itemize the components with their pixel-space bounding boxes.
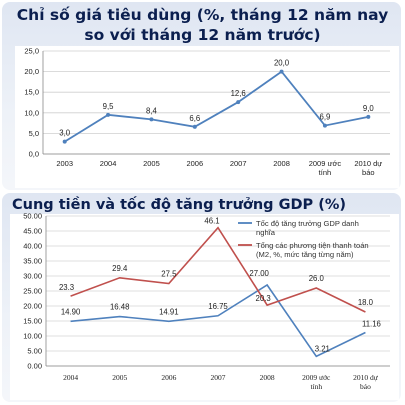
- plot-background: [15, 46, 399, 188]
- y-tick-label: 45.00: [23, 227, 42, 236]
- y-tick-label: 5.00: [27, 347, 42, 356]
- plot-background: [10, 214, 399, 400]
- data-label-1: 3.21: [315, 344, 330, 353]
- y-tick-label: 25.00: [23, 287, 42, 296]
- x-tick-label: 2010 dự báo: [354, 159, 382, 177]
- money-gdp-chart-panel: Cung tiền và tốc độ tăng trưởng GDP (%) …: [2, 193, 401, 402]
- x-tick-label: 2003: [56, 159, 73, 168]
- data-label-2: 18.0: [358, 298, 374, 307]
- x-tick-label: 2007: [211, 373, 226, 382]
- x-tick-label: 2006: [186, 159, 203, 168]
- y-tick-label: 25,0: [24, 47, 39, 56]
- y-tick-label: 50.00: [23, 212, 42, 221]
- x-tick-label: 2009 ước tính: [302, 373, 331, 391]
- cpi-data-point: [236, 100, 241, 105]
- x-tick-label: 2009 ước tính: [309, 159, 342, 177]
- y-tick-label: 10.00: [23, 332, 42, 341]
- y-tick-label: 40.00: [23, 242, 42, 251]
- data-label-2: 27.5: [161, 270, 177, 279]
- data-label-2: 20.3: [256, 294, 271, 303]
- cpi-data-label: 9,0: [363, 104, 375, 113]
- legend-label: Tổng các phương tiện thanh toán (M2, %, m…: [256, 241, 369, 259]
- cpi-chart-title: Chỉ số giá tiêu dùng (%, tháng 12 năm na…: [16, 6, 389, 44]
- cpi-chart-panel: Chỉ số giá tiêu dùng (%, tháng 12 năm na…: [2, 2, 401, 190]
- legend-label: Tốc độ tăng trưởng GDP danh nghĩa: [256, 219, 359, 237]
- cpi-data-label: 6,6: [189, 114, 200, 123]
- data-label-1: 16.75: [208, 302, 228, 311]
- x-tick-label: 2005: [143, 159, 160, 168]
- data-label-1: 27.00: [249, 269, 269, 278]
- series-line-2: [70, 226, 366, 313]
- x-tick-label: 2010 dự báo: [353, 373, 379, 391]
- x-tick-label: 2005: [112, 373, 127, 382]
- cpi-data-label: 9,5: [103, 102, 115, 111]
- data-label-1: 16.48: [110, 303, 130, 312]
- series-line-1: [70, 283, 366, 358]
- data-label-1: 14.91: [159, 307, 179, 316]
- cpi-data-point: [366, 114, 371, 119]
- cpi-data-label: 6,9: [320, 113, 331, 122]
- y-tick-label: 20.00: [23, 302, 42, 311]
- cpi-data-label: 8,4: [146, 106, 158, 115]
- x-tick-label: 2008: [273, 159, 290, 168]
- data-label-1: 11.16: [362, 320, 381, 329]
- money-gdp-chart-title: Cung tiền và tốc độ tăng trưởng GDP (%): [12, 197, 347, 213]
- x-tick-label: 2004: [63, 373, 78, 382]
- y-tick-label: 0,0: [29, 150, 39, 159]
- data-label-2: 23.3: [59, 283, 74, 292]
- y-tick-label: 35.00: [23, 257, 42, 266]
- cpi-data-point: [62, 139, 67, 144]
- y-tick-label: 30.00: [23, 272, 42, 281]
- x-tick-label: 2006: [161, 373, 176, 382]
- y-tick-label: 20,0: [24, 67, 39, 76]
- cpi-data-point: [279, 69, 284, 74]
- x-tick-label: 2007: [230, 159, 247, 168]
- y-tick-label: 10,0: [24, 108, 39, 117]
- y-tick-label: 5,0: [29, 129, 39, 138]
- cpi-data-point: [322, 123, 327, 128]
- y-tick-label: 15,0: [24, 88, 39, 97]
- cpi-data-label: 20,0: [274, 59, 290, 68]
- cpi-chart: 0,0 5,0 10,0 15,0 20,0 25,0 2003 2004 2005 2006 20…: [15, 46, 399, 188]
- data-label-2: 26.0: [309, 274, 325, 283]
- cpi-data-point: [149, 117, 154, 122]
- y-tick-label: 15.00: [23, 317, 42, 326]
- cpi-data-label: 3,0: [59, 129, 71, 138]
- cpi-series-line: [64, 70, 369, 143]
- x-tick-label: 2004: [100, 159, 117, 168]
- cpi-data-point: [106, 112, 111, 117]
- data-label-2: 46.1: [204, 217, 219, 226]
- y-tick-label: 0.00: [27, 362, 42, 371]
- data-label-1: 14.90: [61, 307, 81, 316]
- money-gdp-chart: 0.00 5.00 10.00 15.00 20.00 25.00 30.00 35.00 40…: [10, 212, 399, 400]
- cpi-data-point: [192, 124, 197, 129]
- x-tick-label: 2008: [260, 373, 275, 382]
- data-label-2: 29.4: [112, 264, 128, 273]
- cpi-data-label: 12,6: [231, 89, 246, 98]
